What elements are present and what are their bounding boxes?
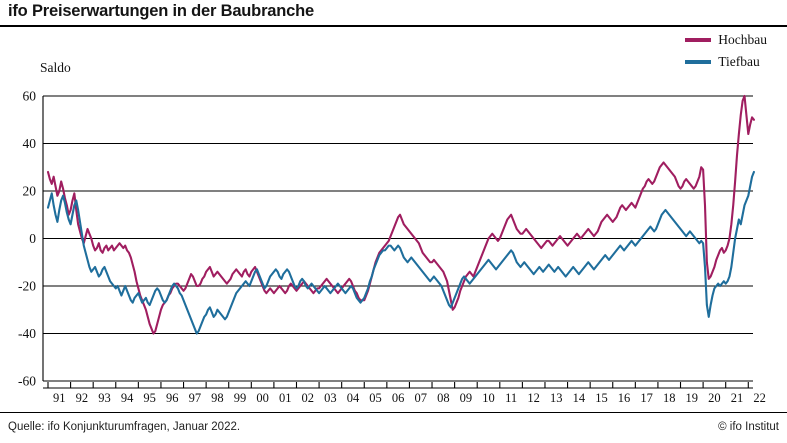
x-axis-tick-label: 91 [53,391,66,405]
x-axis-tick-label: 17 [640,391,653,405]
x-axis-tick-label: 14 [573,391,586,405]
legend-swatch-tiefbau [685,60,712,64]
x-axis-tick-label: 10 [482,391,495,405]
y-axis-tick-label: 20 [23,184,37,199]
y-axis-tick-label: -20 [18,279,36,294]
x-axis-tick-label: 93 [98,391,111,405]
series-line-tiefbau [46,170,755,335]
x-axis-tick-label: 95 [143,391,156,405]
page-title: ifo Preiserwartungen in der Baubranche [8,2,314,20]
legend-label-tiefbau: Tiefbau [718,54,760,69]
x-axis-tick-label: 13 [550,391,563,405]
x-axis-tick-label: 98 [211,391,224,405]
x-axis-tick-label: 00 [256,391,269,405]
line-chart-svg: 60 40 20 0 -20 -40 -60 91 92 93 94 95 96 97 98 99 00 01 02… [18,89,766,406]
x-axis-tick-label: 08 [437,391,450,405]
legend-item-hochbau: Hochbau [685,32,767,48]
y-axis-tick-label: -60 [18,374,36,389]
x-axis-tick-label: 05 [369,391,382,405]
y-axis-tick-label: 40 [23,136,37,151]
series-line-hochbau [46,94,755,335]
x-axis-tick-label: 96 [166,391,179,405]
source-note: Quelle: ifo Konjunkturumfragen, Januar 2… [8,421,241,433]
y-axis-tick-label: 60 [23,89,37,104]
x-axis-tick-label: 19 [686,391,699,405]
x-axis-tick-label: 99 [234,391,247,405]
x-axis-tick-label: 06 [392,391,405,405]
legend-label-hochbau: Hochbau [718,32,767,47]
x-axis-tick-label: 01 [279,391,292,405]
chart-legend: Hochbau Tiefbau [685,32,767,70]
x-axis-tick-label: 11 [505,391,517,405]
x-axis-tick-label: 97 [189,391,202,405]
x-axis-tick-label: 21 [731,391,744,405]
chart-plot-area: 60 40 20 0 -20 -40 -60 91 92 93 94 95 96 97 98 99 00 01 02… [0,25,787,415]
x-axis-tick-label: 22 [753,391,766,405]
y-axis-tick-label: 0 [29,231,36,246]
x-axis-tick-label: 92 [76,391,89,405]
x-axis-tick-label: 02 [302,391,315,405]
x-axis-tick-label: 03 [324,391,337,405]
header-divider [0,25,787,27]
x-axis-tick-label: 09 [460,391,473,405]
x-axis-tick-label: 12 [527,391,540,405]
x-axis-tick-label: 94 [121,391,134,405]
x-axis-tick-label: 16 [618,391,631,405]
x-axis-tick-label: 15 [595,391,608,405]
copyright-note: © ifo Institut [718,421,779,433]
x-axis-tick-label: 07 [414,391,427,405]
legend-item-tiefbau: Tiefbau [685,54,760,70]
y-axis-tick-label: -40 [18,326,36,341]
x-axis-tick-label: 18 [663,391,676,405]
legend-swatch-hochbau [685,38,712,42]
x-axis-tick-label: 20 [708,391,721,405]
x-axis-tick-label: 04 [347,391,360,405]
footer-divider [0,412,787,413]
y-axis-unit-label: Saldo [40,60,71,75]
